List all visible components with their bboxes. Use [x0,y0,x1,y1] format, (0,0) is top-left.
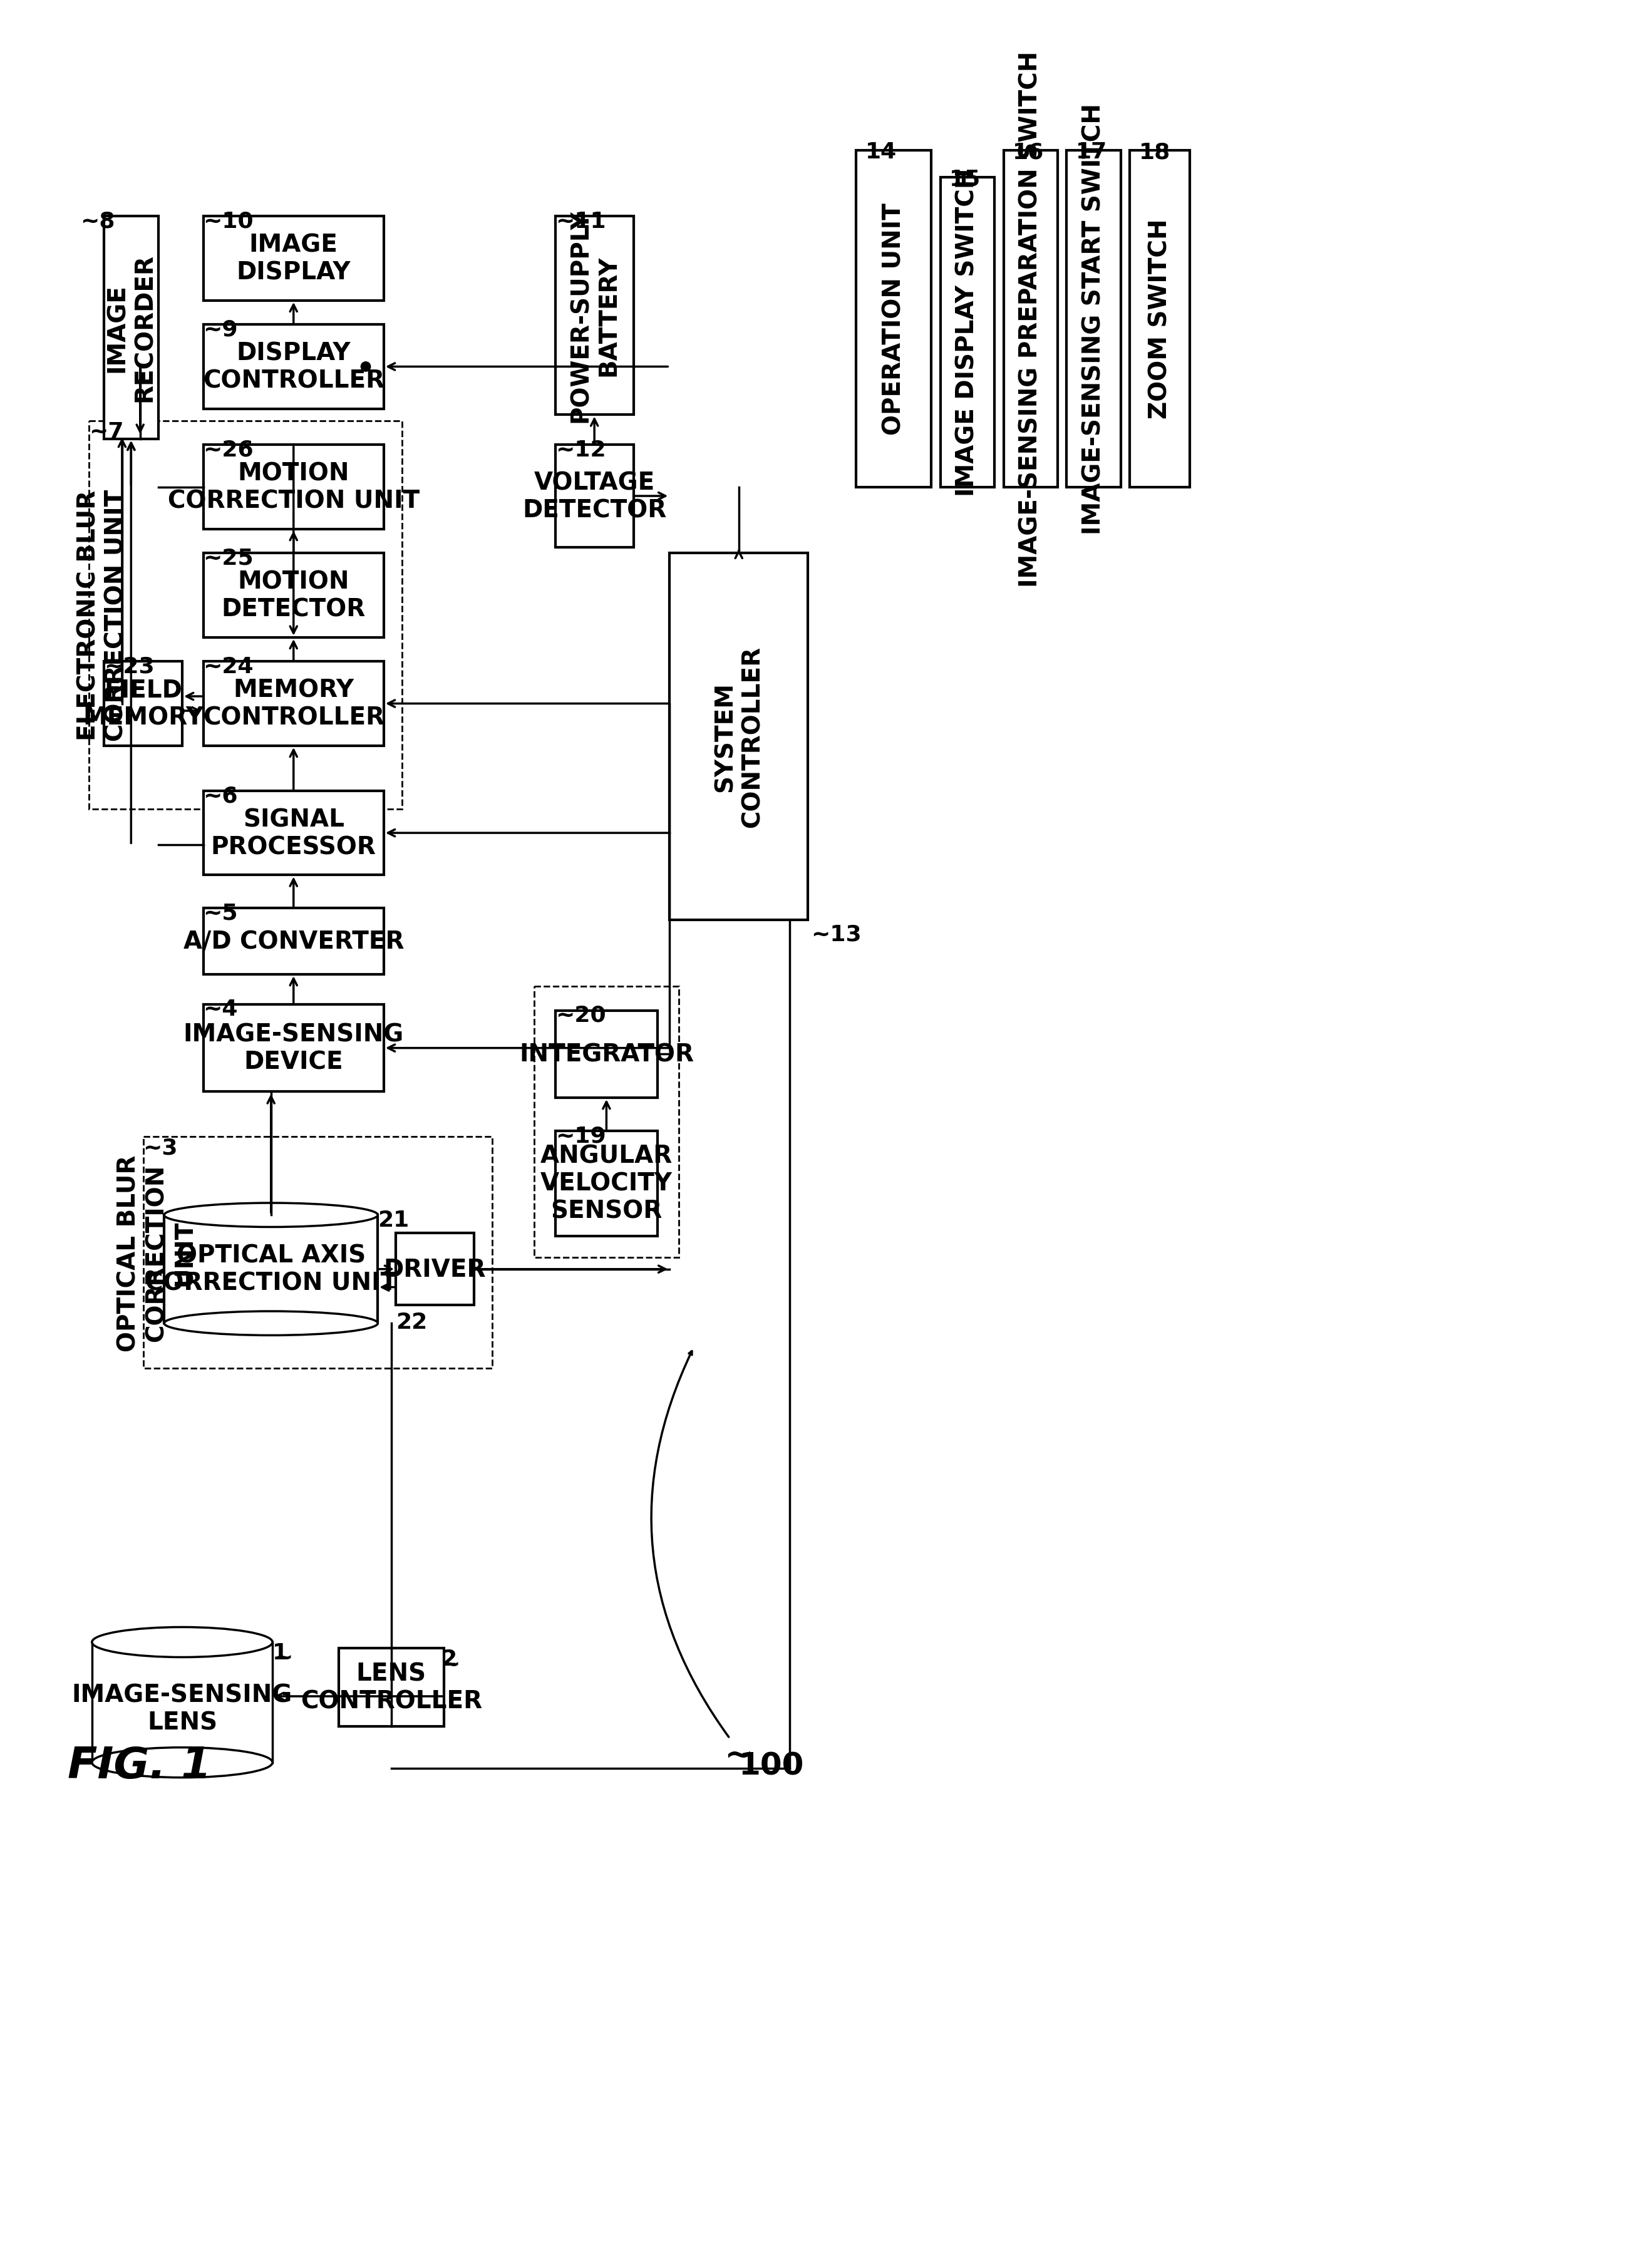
Text: IMAGE DISPLAY SWITCH: IMAGE DISPLAY SWITCH [956,168,980,497]
Bar [556,445,634,547]
Text: 2: 2 [440,1649,457,1669]
Text: 17: 17 [1076,141,1107,163]
Text: OPTICAL AXIS
CORRECTION UNIT: OPTICAL AXIS CORRECTION UNIT [145,1243,397,1295]
Text: DISPLAY
CONTROLLER: DISPLAY CONTROLLER [203,342,385,392]
Bar [535,987,679,1256]
Text: 22: 22 [396,1311,427,1334]
Text: ~3: ~3 [143,1136,177,1159]
Text: ~12: ~12 [556,440,606,460]
Bar [104,218,158,440]
Text: ~: ~ [723,1740,752,1771]
Bar [1129,150,1190,488]
Circle shape [361,363,371,372]
Bar [1066,150,1121,488]
Text: ~: ~ [273,1647,292,1669]
Text: 16: 16 [1012,141,1043,163]
Text: 14: 14 [864,141,897,163]
Text: ~9: ~9 [203,320,239,340]
Bar [203,662,384,746]
Bar [556,1132,658,1236]
Text: ~10: ~10 [203,211,254,231]
Bar [396,1234,474,1306]
Bar [203,324,384,408]
Text: ~7: ~7 [89,422,124,442]
Text: ~4: ~4 [203,998,237,1021]
Text: ZOOM SWITCH: ZOOM SWITCH [1149,220,1172,420]
Text: ~8: ~8 [80,211,115,231]
Text: IMAGE-SENSING START SWITCH: IMAGE-SENSING START SWITCH [1082,104,1105,535]
Bar [556,218,634,415]
Bar [89,422,401,810]
Text: SYSTEM
CONTROLLER: SYSTEM CONTROLLER [713,646,764,828]
Text: VOLTAGE
DETECTOR: VOLTAGE DETECTOR [522,472,666,522]
Text: SIGNAL
PROCESSOR: SIGNAL PROCESSOR [211,807,375,860]
Text: POWER-SUPPLY
BATTERY: POWER-SUPPLY BATTERY [569,209,621,422]
Text: ~20: ~20 [556,1005,606,1025]
Bar [203,218,384,302]
Text: ANGULAR
VELOCITY
SENSOR: ANGULAR VELOCITY SENSOR [540,1145,673,1222]
Text: ~13: ~13 [811,923,861,946]
Text: MEMORY
CONTROLLER: MEMORY CONTROLLER [203,678,385,730]
Bar [104,662,182,746]
Text: IMAGE
DISPLAY: IMAGE DISPLAY [236,234,351,284]
Text: DRIVER: DRIVER [384,1256,486,1281]
Text: ~26: ~26 [203,440,254,460]
Text: 1: 1 [273,1642,288,1665]
Text: ~25: ~25 [203,547,254,569]
Bar [1004,150,1058,488]
Text: OPTICAL BLUR
CORRECTION
UNIT: OPTICAL BLUR CORRECTION UNIT [117,1154,195,1352]
Bar [556,1012,658,1098]
Text: MOTION
CORRECTION UNIT: MOTION CORRECTION UNIT [167,463,419,513]
Text: MOTION
DETECTOR: MOTION DETECTOR [221,569,366,621]
Ellipse shape [164,1311,377,1336]
Text: ~23: ~23 [104,655,154,678]
Bar [203,1005,384,1091]
Bar [143,1136,492,1368]
Text: IMAGE-SENSING
LENS: IMAGE-SENSING LENS [72,1683,293,1735]
Text: FIG. 1: FIG. 1 [68,1744,211,1787]
Bar [203,792,384,875]
Text: A/D CONVERTER: A/D CONVERTER [184,930,405,953]
Text: IMAGE
RECORDER: IMAGE RECORDER [106,254,156,401]
Bar [203,553,384,637]
Bar [856,150,931,488]
Bar [203,445,384,528]
Ellipse shape [93,1626,273,1658]
Text: 21: 21 [377,1209,410,1232]
Bar [93,1642,273,1762]
Bar [164,1216,377,1325]
Bar [670,553,808,921]
Text: FIELD
MEMORY: FIELD MEMORY [83,678,203,730]
Text: ~6: ~6 [203,785,237,807]
Text: OPERATION UNIT: OPERATION UNIT [882,202,905,435]
Text: INTEGRATOR: INTEGRATOR [518,1043,694,1066]
Text: ~19: ~19 [556,1125,606,1145]
Text: ~: ~ [440,1653,460,1676]
Bar [941,177,994,488]
Text: ~5: ~5 [203,903,237,923]
Ellipse shape [164,1204,377,1227]
Text: IMAGE-SENSING PREPARATION SWITCH: IMAGE-SENSING PREPARATION SWITCH [1019,50,1043,587]
Bar [338,1649,444,1726]
Text: ~11: ~11 [556,211,606,231]
Ellipse shape [93,1749,273,1778]
Text: 15: 15 [949,168,982,191]
Text: LENS
CONTROLLER: LENS CONTROLLER [301,1662,483,1712]
Bar [203,909,384,975]
Text: ELECTRONIC BLUR
CORRECTION UNIT: ELECTRONIC BLUR CORRECTION UNIT [76,490,128,742]
Text: 100: 100 [739,1751,804,1780]
Text: ~24: ~24 [203,655,254,678]
Text: 18: 18 [1139,141,1170,163]
Text: IMAGE-SENSING
DEVICE: IMAGE-SENSING DEVICE [184,1023,405,1075]
